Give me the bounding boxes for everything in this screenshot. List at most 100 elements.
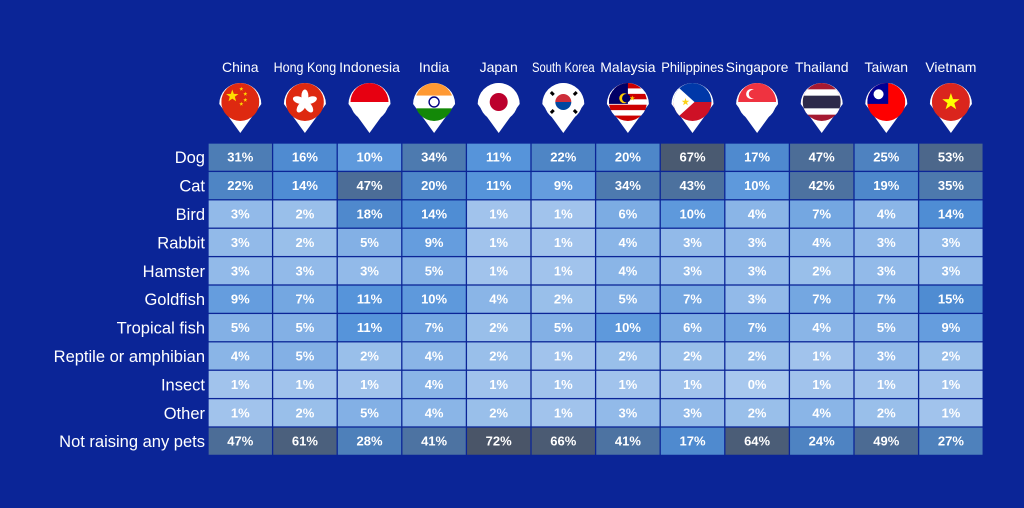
cell-value: 10% — [615, 320, 641, 335]
cell-value: 4% — [812, 320, 831, 335]
cell-value: 7% — [425, 320, 444, 335]
cell-rect — [337, 257, 402, 285]
country-label-china: China — [222, 59, 259, 75]
cell-value: 61% — [292, 434, 318, 449]
country-label-taiwan: Taiwan — [865, 59, 909, 75]
cell-rect — [273, 257, 337, 285]
row-label-reptile-or-amphibian: Reptile or amphibian — [54, 348, 205, 366]
cell-value: 1% — [554, 405, 573, 420]
cell-rect — [596, 143, 660, 171]
country-label-vietnam: Vietnam — [925, 59, 976, 75]
cell-value: 2% — [942, 349, 961, 364]
heatmap-cell-bird-thailand: 7% — [790, 200, 854, 228]
cell-rect — [208, 427, 272, 455]
cell-value: 2% — [489, 405, 508, 420]
cell-value: 11% — [486, 178, 512, 193]
cell-value: 2% — [812, 263, 831, 278]
country-label-south-korea: South Korea — [532, 59, 595, 75]
cell-value: 3% — [748, 263, 767, 278]
heatmap-cell-tropical-fish-indonesia: 11% — [337, 314, 402, 342]
cell-rect — [854, 228, 918, 256]
heatmap-cell-cat-philippines: 43% — [660, 172, 725, 200]
cell-rect — [725, 427, 789, 455]
cell-value: 2% — [360, 349, 379, 364]
cell-rect — [402, 314, 466, 342]
cell-rect — [854, 314, 918, 342]
cell-rect — [273, 342, 337, 370]
cell-rect — [531, 314, 595, 342]
heatmap-cell-reptile-or-amphibian-singapore: 2% — [725, 342, 789, 370]
cell-value: 1% — [296, 377, 315, 392]
cell-value: 4% — [425, 405, 444, 420]
cell-rect — [208, 200, 272, 228]
cell-value: 1% — [812, 349, 831, 364]
heatmap-cell-not-raising-any-pets-vietnam: 27% — [919, 427, 983, 455]
cell-rect — [467, 172, 531, 200]
heatmap-cell-not-raising-any-pets-taiwan: 49% — [854, 427, 918, 455]
cell-value: 1% — [683, 377, 702, 392]
cell-rect — [725, 399, 789, 427]
heatmap-cell-goldfish-china: 9% — [208, 285, 272, 313]
heatmap-cell-cat-india: 20% — [402, 172, 466, 200]
cell-value: 7% — [296, 292, 315, 307]
heatmap-cell-tropical-fish-malaysia: 10% — [596, 314, 660, 342]
heatmap-cell-not-raising-any-pets-philippines: 17% — [660, 427, 725, 455]
cell-value: 20% — [615, 150, 641, 165]
cell-value: 22% — [227, 178, 253, 193]
heatmap-cell-bird-china: 3% — [208, 200, 272, 228]
thailand-flag-icon — [800, 83, 843, 133]
heatmap-cell-hamster-hong-kong: 3% — [273, 257, 337, 285]
cell-rect — [208, 285, 272, 313]
heatmap-cell-insect-india: 4% — [402, 370, 466, 398]
cell-value: 3% — [296, 263, 315, 278]
cell-value: 1% — [619, 377, 638, 392]
row-label-other: Other — [164, 405, 206, 423]
heatmap-cell-not-raising-any-pets-singapore: 64% — [725, 427, 789, 455]
cell-value: 9% — [942, 320, 961, 335]
cell-value: 2% — [877, 405, 896, 420]
cell-value: 47% — [356, 178, 382, 193]
heatmap-cell-cat-vietnam: 35% — [919, 172, 983, 200]
cell-rect — [660, 200, 725, 228]
heatmap-cell-hamster-vietnam: 3% — [919, 257, 983, 285]
heatmap-cell-goldfish-south-korea: 2% — [531, 285, 595, 313]
cell-rect — [919, 314, 983, 342]
heatmap-cell-other-hong-kong: 2% — [273, 399, 337, 427]
cell-rect — [790, 143, 854, 171]
cell-rect — [402, 257, 466, 285]
heatmap-cell-reptile-or-amphibian-malaysia: 2% — [596, 342, 660, 370]
cell-rect — [596, 285, 660, 313]
malaysia-flag-icon — [606, 83, 649, 133]
cell-value: 1% — [554, 235, 573, 250]
heatmap-cell-reptile-or-amphibian-south-korea: 1% — [531, 342, 595, 370]
heatmap-cell-rabbit-philippines: 3% — [660, 228, 725, 256]
cell-rect — [790, 342, 854, 370]
heatmap-cell-hamster-philippines: 3% — [660, 257, 725, 285]
cell-rect — [531, 370, 595, 398]
cell-value: 10% — [744, 178, 770, 193]
cell-value: 1% — [360, 377, 379, 392]
singapore-flag-icon — [736, 83, 779, 133]
cell-value: 1% — [554, 207, 573, 222]
cell-value: 2% — [683, 349, 702, 364]
heatmap-cell-hamster-indonesia: 3% — [337, 257, 402, 285]
cell-value: 4% — [877, 207, 896, 222]
heatmap-cell-other-indonesia: 5% — [337, 399, 402, 427]
cell-rect — [273, 427, 337, 455]
cell-value: 7% — [812, 292, 831, 307]
heatmap-cell-other-china: 1% — [208, 399, 272, 427]
heatmap-cell-hamster-taiwan: 3% — [854, 257, 918, 285]
cell-value: 10% — [356, 150, 382, 165]
cell-rect — [208, 228, 272, 256]
cell-value: 7% — [748, 320, 767, 335]
heatmap-cell-hamster-china: 3% — [208, 257, 272, 285]
cell-value: 3% — [360, 263, 379, 278]
cell-rect — [660, 427, 725, 455]
cell-rect — [725, 285, 789, 313]
cell-rect — [531, 342, 595, 370]
heatmap-cell-cat-thailand: 42% — [790, 172, 854, 200]
heatmap-cell-insect-china: 1% — [208, 370, 272, 398]
cell-value: 2% — [296, 235, 315, 250]
cell-rect — [208, 399, 272, 427]
cell-value: 9% — [554, 178, 573, 193]
